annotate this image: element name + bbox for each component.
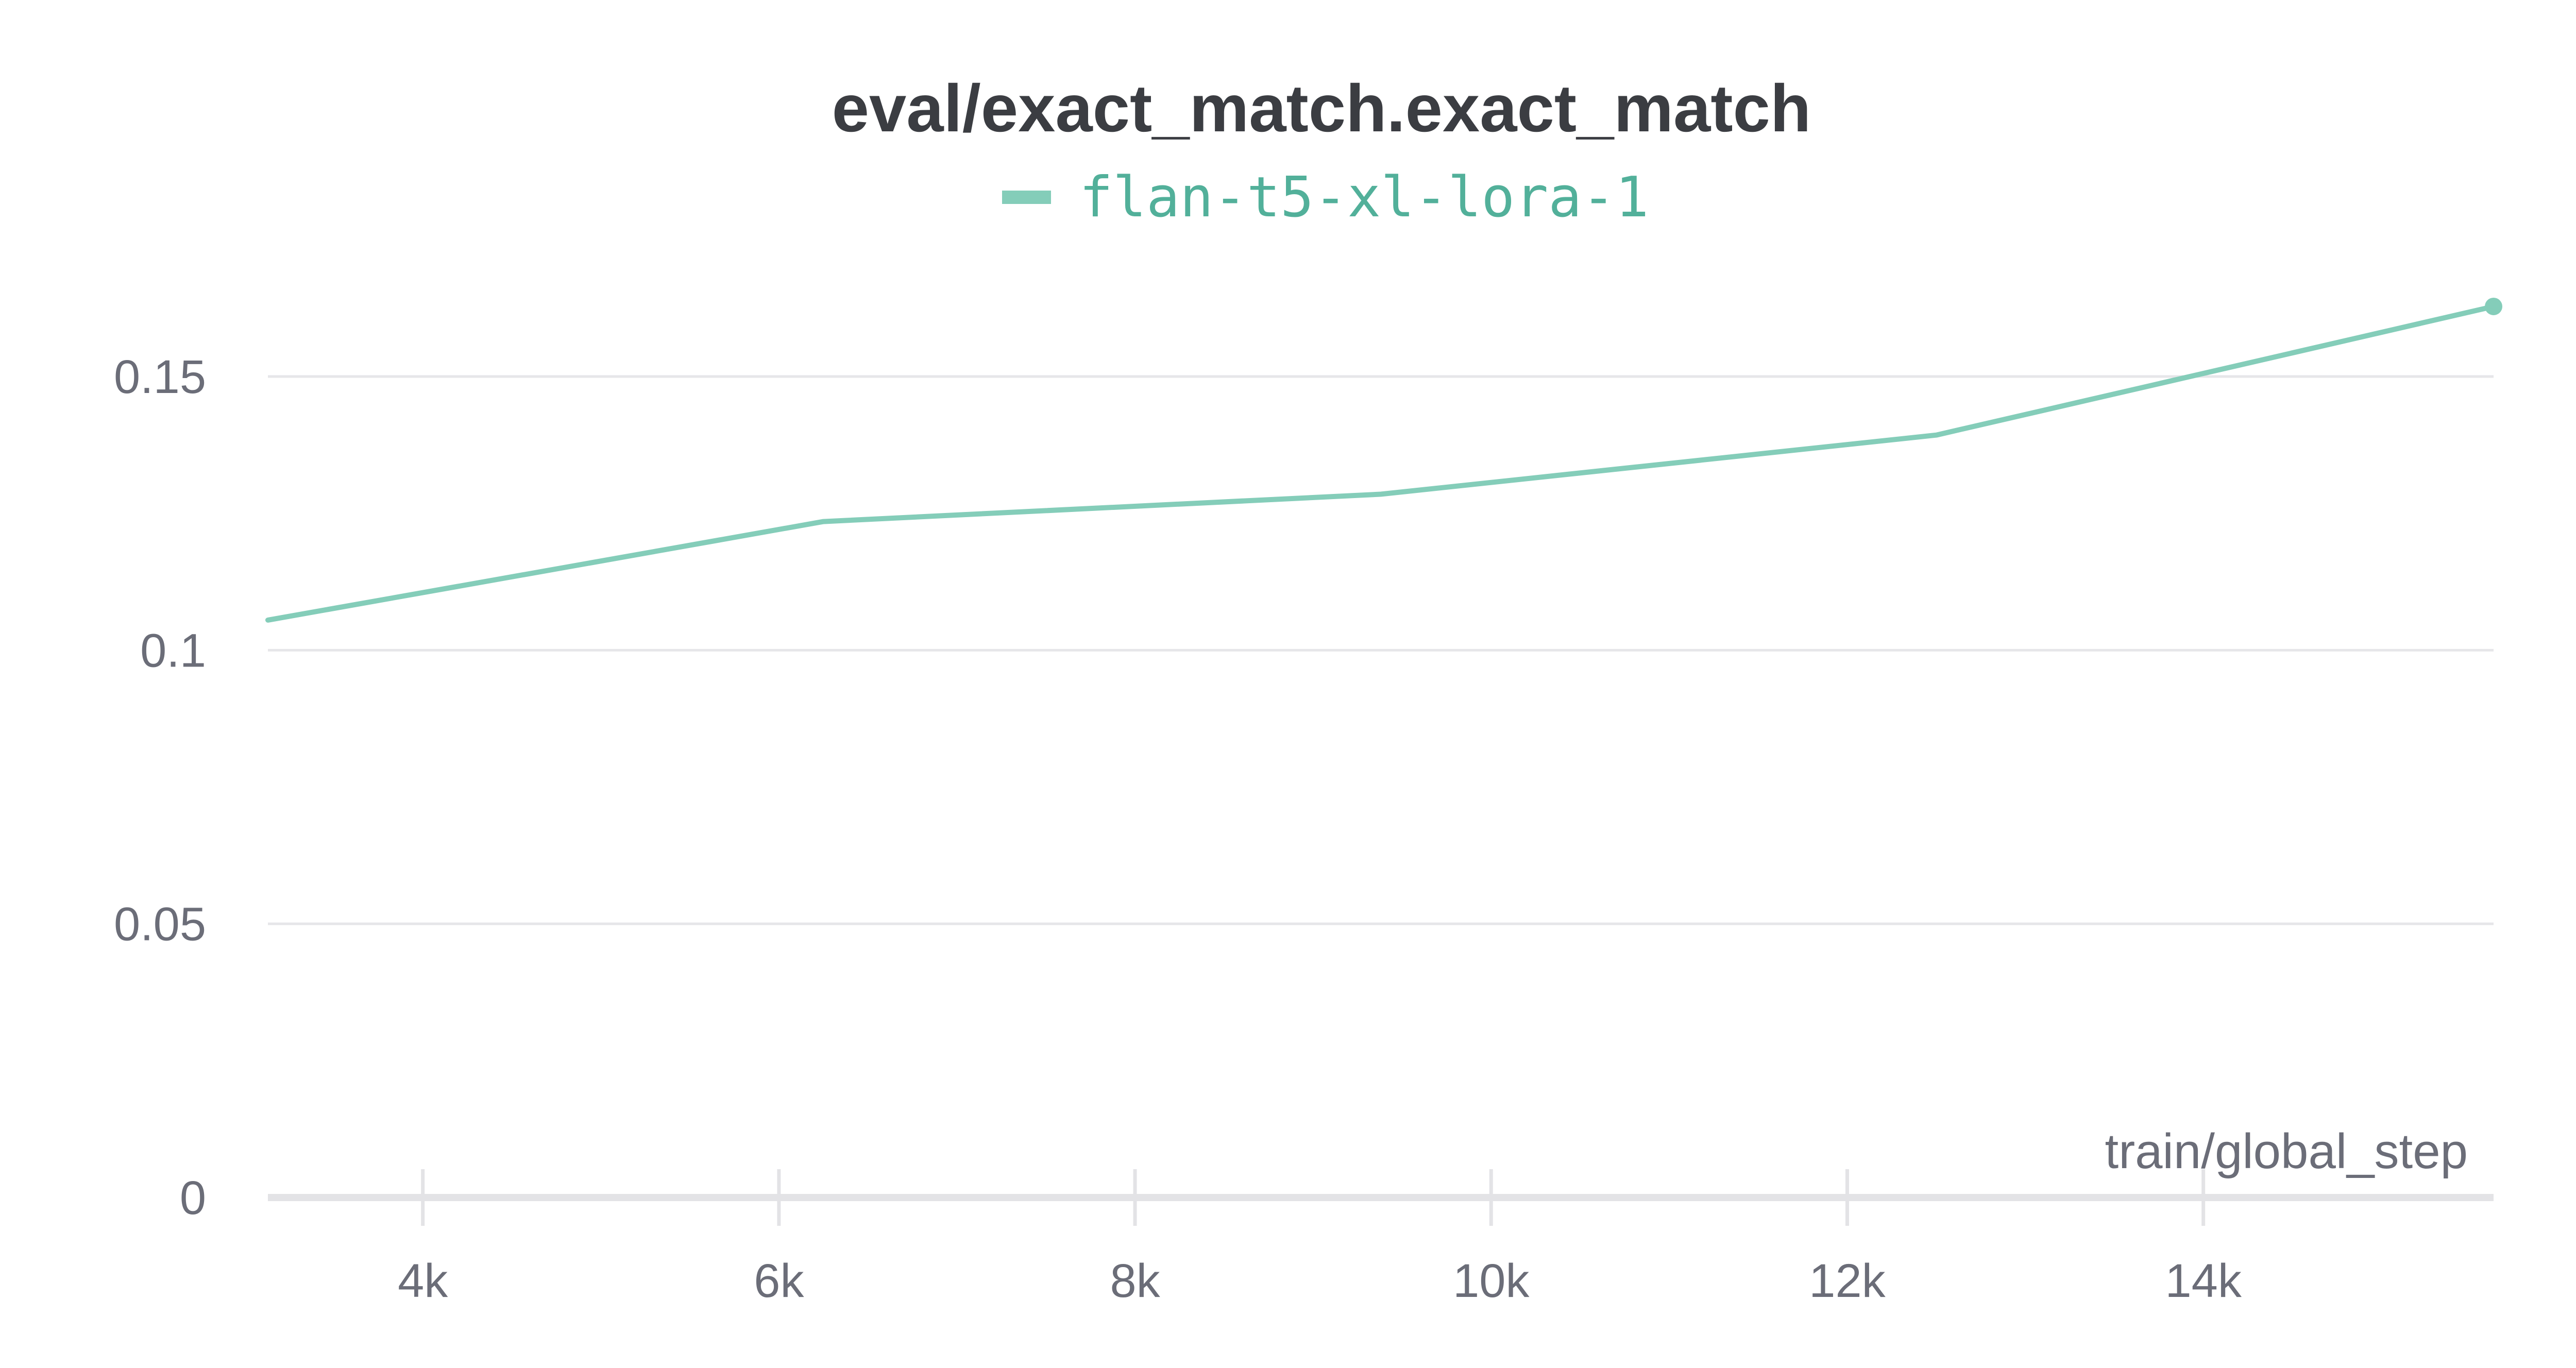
plot-area[interactable] (263, 297, 2502, 625)
y-tick-label: 0.15 (114, 351, 206, 403)
x-tick-label: 6k (754, 1255, 804, 1307)
x-tick-label: 8k (1110, 1255, 1160, 1307)
legend[interactable]: flan-t5-xl-lora-1 (1002, 165, 1649, 230)
y-tick-label: 0 (180, 1172, 206, 1224)
y-axis: 0 0.05 0.1 0.15 (114, 351, 206, 1224)
series-line[interactable] (265, 304, 2496, 623)
x-tick-label: 12k (1809, 1255, 1886, 1307)
x-tick-label: 14k (2165, 1255, 2242, 1307)
x-tick-label: 10k (1453, 1255, 1530, 1307)
x-axis: 4k 6k 8k 10k 12k 14k (268, 1169, 2494, 1307)
chart-title: eval/exact_match.exact_match (832, 71, 1811, 146)
x-axis-title: train/global_step (2105, 1124, 2468, 1179)
x-tick-label: 4k (398, 1255, 448, 1307)
series-endpoint[interactable] (2485, 297, 2502, 315)
gridlines (268, 375, 2494, 926)
y-tick-label: 0.05 (114, 898, 206, 951)
y-tick-label: 0.1 (140, 624, 206, 677)
legend-label: flan-t5-xl-lora-1 (1079, 165, 1649, 230)
